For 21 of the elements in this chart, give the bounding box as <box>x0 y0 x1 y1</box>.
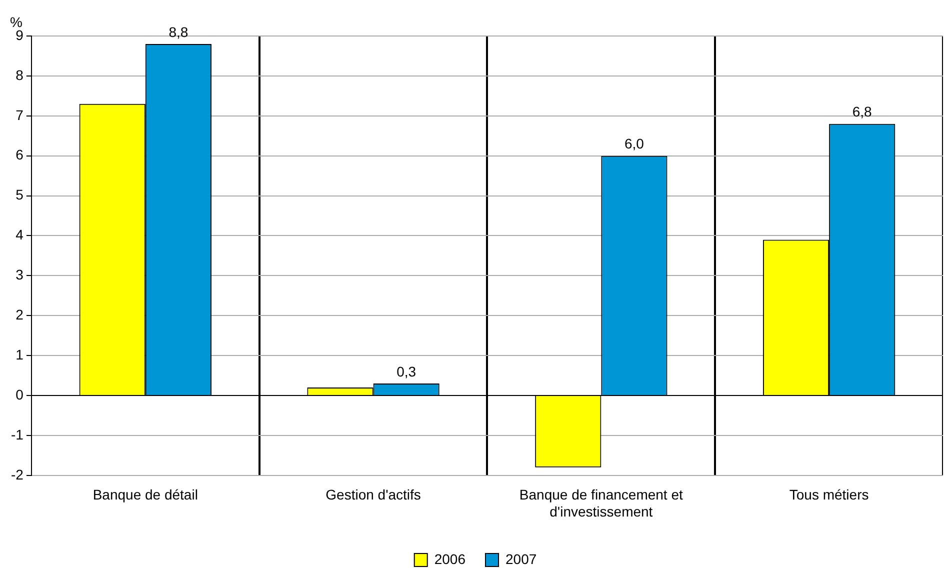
y-tick-label: 6 <box>16 146 24 163</box>
data-label: 6,8 <box>852 104 872 120</box>
x-tick-label: Tous métiers <box>789 486 869 503</box>
y-tick-label: 8 <box>16 66 24 83</box>
y-tick-label: 4 <box>16 226 24 243</box>
x-tick-label: Banque de financement et d'investissement <box>519 486 683 520</box>
legend-label: 2007 <box>506 550 537 567</box>
legend-label: 2006 <box>434 550 466 567</box>
x-tick-label: Gestion d'actifs <box>326 486 421 503</box>
y-tick-label: 3 <box>16 266 24 283</box>
y-tick-label: -2 <box>10 466 24 482</box>
data-label: 0,3 <box>396 363 416 380</box>
y-tick-label: 5 <box>16 186 24 203</box>
y-tick-label: 1 <box>16 346 24 362</box>
y-tick-label: -1 <box>10 426 24 442</box>
y-tick-label: 0 <box>16 386 24 402</box>
data-label: 6,0 <box>624 136 644 152</box>
y-tick-label: 7 <box>16 106 24 123</box>
y-tick-label: 2 <box>16 306 24 322</box>
x-tick-label: Banque de détail <box>92 486 198 503</box>
data-label: 8,8 <box>168 24 188 40</box>
